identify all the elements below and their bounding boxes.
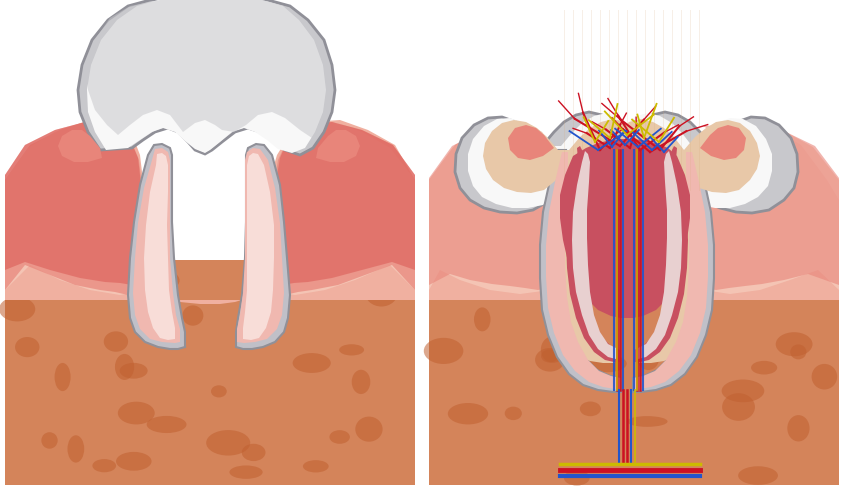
Ellipse shape xyxy=(182,305,203,326)
Ellipse shape xyxy=(329,430,350,444)
Ellipse shape xyxy=(505,407,522,420)
Polygon shape xyxy=(78,0,335,155)
Ellipse shape xyxy=(580,401,601,416)
Polygon shape xyxy=(236,144,290,349)
Ellipse shape xyxy=(55,363,71,391)
Ellipse shape xyxy=(339,344,364,356)
Ellipse shape xyxy=(147,416,187,433)
Polygon shape xyxy=(5,122,150,287)
Ellipse shape xyxy=(230,466,262,479)
Ellipse shape xyxy=(611,292,631,307)
Ellipse shape xyxy=(587,333,603,358)
Polygon shape xyxy=(87,0,326,153)
Ellipse shape xyxy=(541,336,565,363)
Ellipse shape xyxy=(709,272,736,295)
Polygon shape xyxy=(5,260,415,485)
Polygon shape xyxy=(263,122,415,287)
Polygon shape xyxy=(634,146,688,362)
Ellipse shape xyxy=(241,444,266,461)
Ellipse shape xyxy=(541,349,558,363)
Ellipse shape xyxy=(211,385,227,397)
Ellipse shape xyxy=(627,416,668,427)
Ellipse shape xyxy=(25,266,63,280)
Polygon shape xyxy=(540,150,621,392)
Polygon shape xyxy=(243,153,274,340)
Ellipse shape xyxy=(790,344,806,359)
Ellipse shape xyxy=(143,270,180,292)
Ellipse shape xyxy=(241,317,257,346)
Polygon shape xyxy=(144,153,175,340)
Polygon shape xyxy=(546,152,621,389)
Polygon shape xyxy=(638,151,682,359)
Ellipse shape xyxy=(787,415,809,441)
Ellipse shape xyxy=(424,338,463,364)
Polygon shape xyxy=(429,124,554,290)
Polygon shape xyxy=(550,152,615,363)
Polygon shape xyxy=(237,148,284,343)
Polygon shape xyxy=(697,124,839,290)
Ellipse shape xyxy=(722,380,765,402)
Ellipse shape xyxy=(68,435,84,463)
Ellipse shape xyxy=(738,466,778,485)
Ellipse shape xyxy=(92,459,116,472)
Polygon shape xyxy=(5,123,150,295)
Ellipse shape xyxy=(535,348,565,371)
Ellipse shape xyxy=(355,416,382,441)
Ellipse shape xyxy=(15,337,40,357)
Ellipse shape xyxy=(692,290,713,314)
Ellipse shape xyxy=(462,269,491,283)
Ellipse shape xyxy=(722,393,755,421)
Polygon shape xyxy=(633,152,708,389)
Ellipse shape xyxy=(474,307,490,331)
Ellipse shape xyxy=(116,452,152,471)
Ellipse shape xyxy=(115,354,134,380)
Polygon shape xyxy=(483,119,760,193)
Ellipse shape xyxy=(448,403,488,424)
Ellipse shape xyxy=(751,361,777,374)
Polygon shape xyxy=(429,260,839,485)
Polygon shape xyxy=(316,130,360,162)
Ellipse shape xyxy=(637,346,659,370)
Ellipse shape xyxy=(0,297,35,321)
Polygon shape xyxy=(5,120,415,304)
Ellipse shape xyxy=(663,303,697,318)
Polygon shape xyxy=(88,0,330,138)
Polygon shape xyxy=(128,144,185,349)
Ellipse shape xyxy=(365,278,398,307)
Polygon shape xyxy=(260,122,415,297)
Polygon shape xyxy=(639,152,704,363)
Polygon shape xyxy=(455,112,798,214)
Polygon shape xyxy=(700,125,746,160)
Polygon shape xyxy=(633,150,714,392)
Polygon shape xyxy=(468,113,772,208)
Polygon shape xyxy=(572,151,616,359)
Polygon shape xyxy=(566,146,620,362)
Polygon shape xyxy=(58,130,102,162)
Polygon shape xyxy=(508,125,554,160)
Polygon shape xyxy=(429,124,556,294)
Ellipse shape xyxy=(120,363,148,379)
Polygon shape xyxy=(133,148,180,343)
Ellipse shape xyxy=(303,460,328,472)
Ellipse shape xyxy=(19,268,62,294)
Ellipse shape xyxy=(41,432,57,449)
Ellipse shape xyxy=(104,331,128,352)
Ellipse shape xyxy=(776,332,813,356)
Ellipse shape xyxy=(293,353,331,373)
Polygon shape xyxy=(429,122,839,304)
Ellipse shape xyxy=(564,470,590,486)
Ellipse shape xyxy=(812,364,837,390)
Polygon shape xyxy=(560,139,690,318)
Ellipse shape xyxy=(206,430,251,456)
Polygon shape xyxy=(5,122,152,297)
Ellipse shape xyxy=(352,370,371,394)
Polygon shape xyxy=(263,123,415,295)
Ellipse shape xyxy=(118,402,154,424)
Ellipse shape xyxy=(588,355,627,372)
Polygon shape xyxy=(697,124,839,294)
